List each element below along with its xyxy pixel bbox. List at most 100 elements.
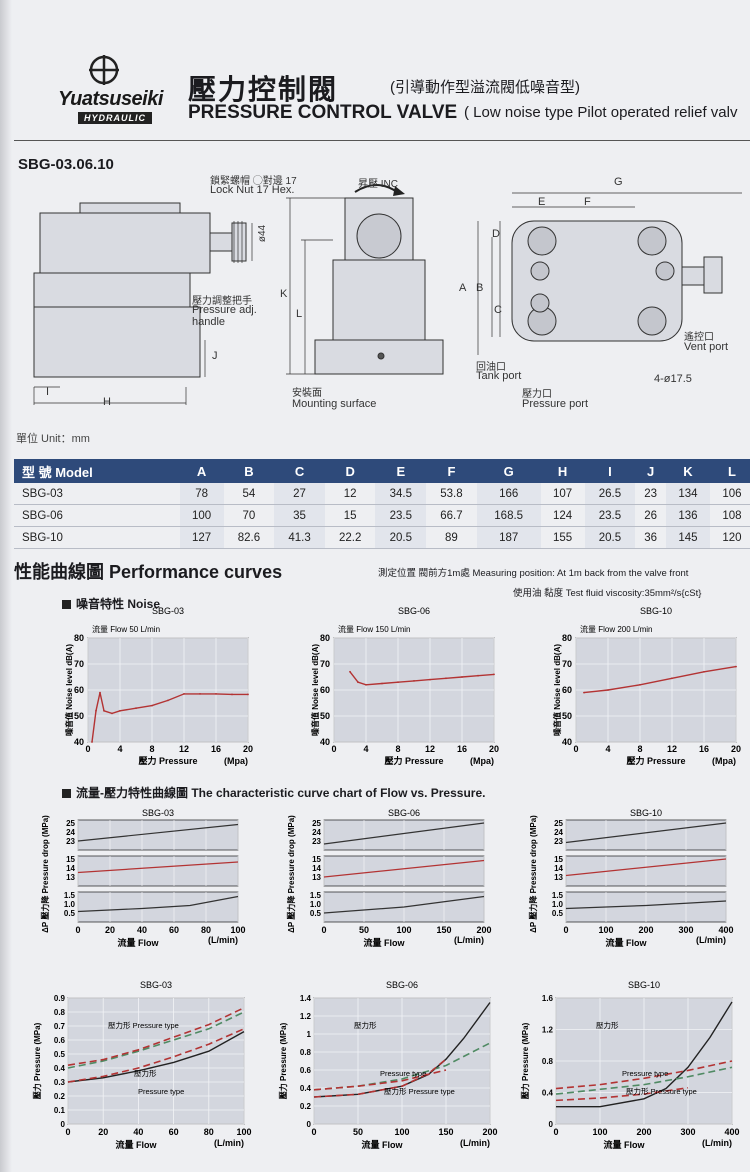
- viscosity-note: 使用油 黏度 Test fluid viscosity:35mm²/s{cSt}: [513, 588, 702, 599]
- table-header-cell: H: [540, 459, 585, 483]
- series-line: [67, 1007, 245, 1066]
- x-tick-label: 20: [731, 744, 741, 754]
- table-cell: 70: [223, 504, 275, 527]
- x-tick-label: 100: [598, 925, 613, 935]
- table-cell: 168.5: [476, 504, 541, 527]
- x-tick-label: 12: [179, 744, 189, 754]
- chart-title: SBG-10: [630, 808, 662, 818]
- x-axis-label: 流量 Flow: [364, 937, 406, 948]
- y-tick-label: 13: [312, 873, 321, 882]
- chart-annotation: 壓力形: [596, 1020, 619, 1030]
- pressure-flow-chart-sbg03: SBG-03 0 20 40 60 80 100 0 0.1 0.2 0.3 0.4 0.5 0.6 0.7…: [32, 980, 252, 1150]
- chart-annotation: 壓力形 Pressure type: [626, 1086, 697, 1096]
- x-tick-label: 80: [204, 1127, 214, 1137]
- table-header-cell: D: [324, 459, 376, 483]
- pressure-flow-chart-sbg06: SBG-06 0 50 100 150 200 0 0.2 0.4 0.6 0.8 1 1.2 1.4 壓力…: [278, 980, 498, 1150]
- y-tick-label: 1.0: [310, 900, 322, 909]
- x-axis-label: 流量 Flow: [116, 1139, 158, 1150]
- y-tick-label: 70: [74, 659, 84, 669]
- series-line: [565, 822, 727, 844]
- data-point: [151, 704, 153, 707]
- x-tick-label: 4: [363, 744, 368, 754]
- y-tick-label: 0.4: [542, 1089, 554, 1098]
- y-axis-label: 壓力 Pressure (MPa): [520, 1022, 530, 1099]
- x-tick-label: 400: [718, 925, 733, 935]
- x-tick-label: 4: [117, 744, 122, 754]
- x-tick-label: 0: [563, 925, 568, 935]
- y-tick-label: 50: [562, 711, 572, 721]
- y-tick-label: 25: [66, 819, 75, 828]
- x-tick-label: 40: [137, 925, 147, 935]
- data-point: [429, 678, 431, 681]
- series-line: [555, 1066, 733, 1095]
- chart-annotation: 壓力形: [354, 1020, 377, 1030]
- x-tick-label: 100: [394, 1127, 409, 1137]
- y-tick-label: 13: [554, 873, 563, 882]
- table-cell: 34.5: [375, 483, 427, 505]
- x-tick-label: 200: [482, 1127, 497, 1137]
- x-tick-label: 60: [169, 1127, 179, 1137]
- y-tick-label: 0.2: [300, 1102, 312, 1111]
- page-subtitle-en: ( Low noise type Pilot operated relief v…: [464, 104, 738, 121]
- y-tick-label: 1.5: [310, 891, 322, 900]
- y-tick-label: 1.4: [300, 994, 312, 1003]
- x-axis-unit: (L/min): [460, 1138, 490, 1148]
- x-tick-label: 8: [637, 744, 642, 754]
- data-point: [365, 683, 367, 686]
- chart-annotation: 壓力形 Pressure type: [384, 1086, 455, 1096]
- dim-label-i: I: [46, 386, 50, 398]
- dim-label-e: E: [538, 196, 546, 208]
- x-tick-label: 150: [436, 925, 451, 935]
- data-point: [357, 681, 359, 684]
- chart-title: SBG-10: [640, 606, 672, 616]
- brand-logo-icon: [89, 55, 119, 85]
- x-axis-unit: (L/min): [208, 935, 238, 945]
- square-bullet-icon: [62, 600, 71, 609]
- table-header-cell: B: [223, 459, 275, 483]
- y-tick-label: 80: [320, 633, 330, 643]
- dimension-table: 型 號 Model A B C D E F G H I J K L SBG-03…: [14, 459, 750, 549]
- x-axis-label: 壓力 Pressure: [138, 755, 197, 766]
- y-tick-label: 0.9: [54, 994, 66, 1003]
- data-point: [95, 709, 97, 712]
- noise-chart-sbg03: SBG-03 流量 Flow 50 L/min 0 4 8 12 16 20 40 50 60 70 8…: [64, 606, 253, 766]
- data-point: [199, 693, 201, 695]
- y-tick-label: 0: [549, 1120, 554, 1129]
- dim-label-b: B: [476, 282, 484, 294]
- chart-subtitle: 流量 Flow 50 L/min: [92, 624, 160, 634]
- x-tick-label: 400: [724, 1127, 739, 1137]
- y-tick-label: 60: [320, 685, 330, 695]
- y-tick-label: 1.0: [552, 900, 564, 909]
- x-tick-label: 4: [605, 744, 610, 754]
- x-axis-unit: (L/min): [696, 935, 726, 945]
- y-tick-label: 24: [554, 828, 563, 837]
- table-cell: 26.5: [584, 483, 636, 505]
- brand-subtitle: HYDRAULIC: [78, 112, 152, 124]
- series-line: [91, 692, 248, 743]
- side-view-drawing: [33, 202, 253, 405]
- x-axis-label: 壓力 Pressure: [384, 755, 443, 766]
- chart-subtitle: 流量 Flow 150 L/min: [338, 624, 410, 634]
- x-tick-label: 150: [438, 1127, 453, 1137]
- chart-title: SBG-06: [386, 980, 418, 990]
- series-line: [583, 665, 737, 694]
- table-cell: SBG-10: [14, 526, 180, 549]
- dim-label-h: H: [103, 396, 111, 408]
- y-tick-label: 1.2: [542, 1026, 554, 1035]
- x-tick-label: 8: [149, 744, 154, 754]
- chart-annotation: 壓力形 Pressure type: [108, 1020, 179, 1030]
- series-line: [323, 859, 485, 878]
- y-tick-label: 0.5: [310, 909, 322, 918]
- y-tick-label: 0.4: [54, 1064, 66, 1073]
- data-point: [349, 670, 351, 673]
- series-line: [77, 895, 239, 913]
- y-tick-label: 50: [320, 711, 330, 721]
- page-title-en: PRESSURE CONTROL VALVE: [188, 102, 458, 123]
- pressure-port-label-zh: 壓力口: [522, 389, 552, 400]
- table-cell: 100: [179, 504, 224, 527]
- table-cell: 187: [476, 526, 541, 549]
- table-row: SBG-10 127 82.6 41.3 22.2 20.5 89 187 15…: [14, 526, 750, 549]
- y-tick-label: 0.1: [54, 1106, 66, 1115]
